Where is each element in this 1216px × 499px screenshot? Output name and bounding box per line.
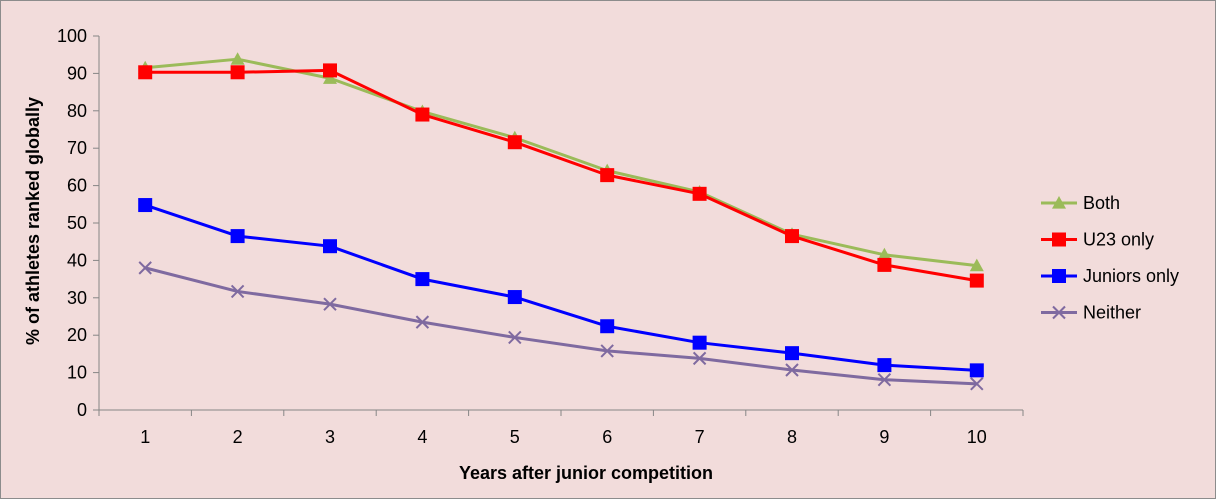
series-line-juniors-only (144, 203, 977, 372)
data-point-neither (138, 261, 152, 275)
data-point-neither-stroke (785, 363, 799, 377)
series-u23-only (138, 63, 984, 288)
legend-label-both: Both (1083, 193, 1120, 213)
y-tick-label: 50 (67, 213, 87, 233)
data-point-juniors-only (969, 363, 984, 378)
y-tick-label: 20 (67, 325, 87, 345)
data-point-neither (970, 377, 984, 391)
data-point-neither (692, 351, 707, 366)
data-point-both (323, 71, 337, 84)
series-line-u23-only (145, 68, 978, 283)
legend-marker-stroke (1052, 305, 1066, 320)
data-point-u23-only (323, 63, 337, 78)
data-point-neither-stroke (692, 351, 707, 366)
legend-item-both: Both (1041, 193, 1120, 213)
legend-label-juniors-only: Juniors only (1083, 266, 1179, 286)
y-tick-label: 90 (67, 63, 87, 83)
data-point-u23-only (785, 229, 799, 244)
data-point-neither (877, 372, 892, 387)
data-point-neither (415, 315, 430, 329)
data-point-juniors-only (230, 229, 245, 244)
x-tick-label: 7 (695, 427, 705, 447)
series-neither (138, 261, 984, 391)
y-tick-label: 10 (67, 363, 87, 383)
series-juniors-only (138, 198, 984, 378)
data-point-neither (508, 330, 522, 345)
data-point-juniors-only (323, 239, 337, 254)
data-point-u23-only (138, 65, 153, 80)
data-point-neither (323, 297, 337, 311)
data-point-both (877, 247, 892, 261)
y-tick-label: 70 (67, 138, 87, 158)
data-point-neither-stroke (508, 330, 522, 345)
x-axis-title: Years after junior competition (459, 463, 713, 483)
data-point-u23-only (507, 135, 522, 150)
data-point-u23-only (692, 186, 707, 201)
data-point-u23-only (600, 168, 615, 183)
data-point-neither-stroke (415, 315, 430, 329)
x-tick-label: 3 (325, 427, 335, 447)
x-tick-label: 6 (602, 427, 612, 447)
y-tick-label: 60 (67, 176, 87, 196)
data-point-neither-stroke (138, 261, 152, 275)
data-point-juniors-only (600, 319, 615, 334)
data-point-neither-stroke (970, 377, 984, 391)
y-axis-title: % of athletes ranked globally (23, 97, 43, 345)
x-tick-label: 5 (510, 427, 520, 447)
x-tick-label: 10 (967, 427, 987, 447)
x-tick-label: 2 (233, 427, 243, 447)
data-point-neither-stroke (230, 284, 245, 299)
data-point-u23-only (877, 257, 892, 272)
legend-item-juniors-only: Juniors only (1041, 266, 1179, 286)
data-point-neither-stroke (600, 344, 614, 358)
legend-item-neither: Neither (1041, 303, 1141, 323)
y-tick-label: 80 (67, 101, 87, 121)
x-tick-label: 1 (140, 427, 150, 447)
legend-marker (1052, 305, 1066, 320)
data-point-juniors-only (877, 358, 892, 373)
y-tick-label: 30 (67, 288, 87, 308)
data-point-both (969, 258, 984, 272)
data-point-u23-only (969, 273, 984, 288)
legend-label-u23-only: U23 only (1083, 230, 1154, 250)
data-point-juniors-only (507, 290, 522, 305)
legend-marker (1052, 196, 1066, 209)
y-tick-label: 0 (77, 400, 87, 420)
data-point-juniors-only (415, 272, 430, 287)
data-point-juniors-only (785, 346, 799, 361)
data-point-u23-only (230, 65, 245, 80)
data-point-juniors-only (692, 335, 707, 350)
y-tick-label: 40 (67, 250, 87, 270)
x-tick-label: 8 (787, 427, 797, 447)
data-point-neither (600, 344, 614, 358)
legend-label-neither: Neither (1083, 303, 1141, 323)
data-point-neither-stroke (877, 372, 892, 387)
data-point-both (230, 52, 245, 65)
legend-item-u23-only: U23 only (1041, 230, 1154, 250)
x-tick-label: 4 (417, 427, 427, 447)
data-point-u23-only (415, 107, 430, 122)
data-point-juniors-only (138, 198, 153, 213)
data-point-neither (230, 284, 245, 299)
series-line-both (145, 57, 977, 268)
series-line-neither (144, 266, 977, 386)
legend-marker (1052, 269, 1066, 283)
legend-marker (1052, 232, 1066, 247)
data-point-neither-stroke (323, 297, 337, 311)
x-tick-label: 9 (879, 427, 889, 447)
data-point-neither (785, 363, 799, 377)
y-tick-label: 100 (57, 26, 87, 46)
